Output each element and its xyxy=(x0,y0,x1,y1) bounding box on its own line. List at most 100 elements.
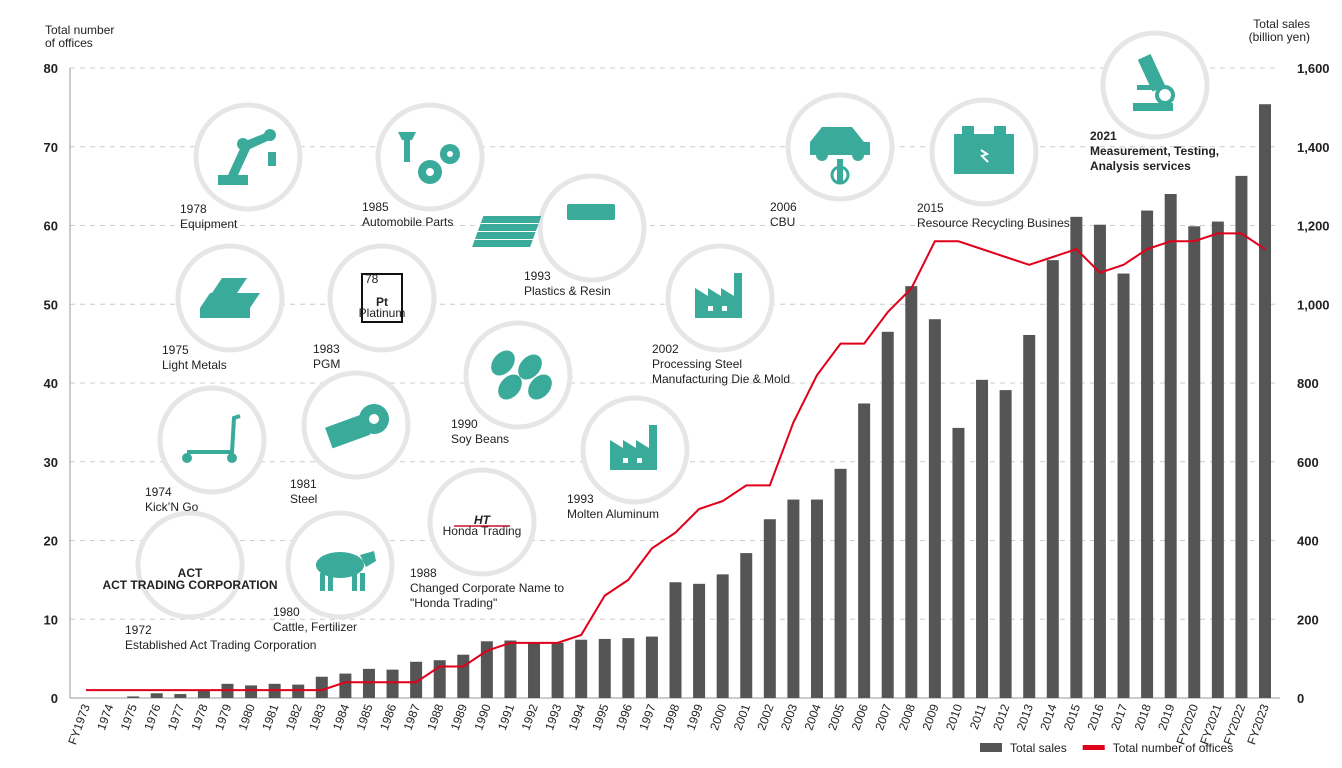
icon-shape xyxy=(475,232,536,239)
bar xyxy=(669,582,682,698)
icon-shape xyxy=(837,159,843,184)
bar xyxy=(457,654,470,698)
y-tick-label: 30 xyxy=(44,455,58,470)
annotation-circle xyxy=(537,173,647,283)
icon-text: ACT TRADING CORPORATION xyxy=(102,578,277,592)
y-tick-label: 10 xyxy=(44,612,58,627)
icon-shape xyxy=(491,350,515,376)
bar xyxy=(598,638,611,698)
icon-shape xyxy=(830,165,850,185)
legend-swatch xyxy=(980,743,1002,752)
x-tick-label: 2016 xyxy=(1084,702,1106,732)
annotation-year: 2021 xyxy=(1090,129,1117,143)
y2-tick-label: 1,200 xyxy=(1297,219,1330,234)
annotation-year: 1974 xyxy=(145,485,172,499)
y-tick-label: 80 xyxy=(44,61,58,76)
icon-shape xyxy=(182,453,192,463)
icon-shape xyxy=(852,149,864,161)
annotation-label: Measurement, Testing, xyxy=(1090,144,1219,158)
annotation-label: CBU xyxy=(770,215,795,229)
icon-shape xyxy=(404,140,410,162)
bar xyxy=(339,673,352,698)
x-tick-label: 1993 xyxy=(542,702,564,732)
x-tick-label: 1999 xyxy=(684,702,706,732)
annotation-label: Light Metals xyxy=(162,358,227,372)
x-tick-label: 1978 xyxy=(188,702,210,732)
bar xyxy=(1117,273,1130,698)
icon-shape xyxy=(328,573,333,591)
bar xyxy=(197,690,210,698)
icon-shape xyxy=(325,414,371,449)
bar xyxy=(528,642,541,698)
x-tick-label: 2011 xyxy=(967,702,989,731)
bar xyxy=(881,331,894,698)
annotation-label: Automobile Parts xyxy=(362,215,453,229)
icon-shape xyxy=(361,273,403,323)
bar xyxy=(1070,216,1083,698)
icon-shape xyxy=(352,573,357,591)
bar xyxy=(551,642,564,698)
x-tick-label: 1991 xyxy=(495,702,517,732)
bar xyxy=(740,553,753,698)
annotation-year: 1981 xyxy=(290,477,317,491)
y2-tick-label: 600 xyxy=(1297,455,1319,470)
x-tick-label: 1980 xyxy=(236,702,258,732)
bar xyxy=(645,636,658,698)
annotation-circle xyxy=(463,320,573,430)
bar xyxy=(315,676,328,698)
x-tick-label: 1990 xyxy=(471,702,493,732)
bar xyxy=(1141,210,1154,698)
icon-shape xyxy=(237,138,249,150)
icon-shape xyxy=(528,374,552,400)
bar xyxy=(999,390,1012,698)
annotation-year: 1993 xyxy=(567,492,594,506)
icon-shape xyxy=(708,306,713,311)
icon-shape xyxy=(498,374,522,400)
bar xyxy=(787,499,800,698)
icon-text: ACT xyxy=(178,566,203,580)
icon-shape xyxy=(994,126,1006,134)
annotation-year: 2015 xyxy=(917,201,944,215)
y-tick-label: 0 xyxy=(51,691,58,706)
bar xyxy=(952,427,965,698)
annotation-year: 1985 xyxy=(362,200,389,214)
annotation-label: Changed Corporate Name to xyxy=(410,581,564,595)
legend-swatch xyxy=(1082,745,1105,750)
legend-label: Total number of offices xyxy=(1113,741,1234,755)
x-tick-label: 1979 xyxy=(212,702,234,732)
y2-tick-label: 0 xyxy=(1297,691,1304,706)
bar xyxy=(693,583,706,698)
annotation-circle xyxy=(193,102,303,212)
icon-shape xyxy=(426,168,434,176)
annotation-circle xyxy=(427,467,537,577)
x-tick-label: 2019 xyxy=(1155,702,1177,732)
y2-axis-title: (billion yen) xyxy=(1249,30,1310,44)
bar xyxy=(480,641,493,698)
annotation-label: Processing Steel xyxy=(652,357,742,371)
annotation-year: 1988 xyxy=(410,566,437,580)
x-tick-label: 1992 xyxy=(519,702,541,732)
annotation-label: Steel xyxy=(290,492,317,506)
x-tick-label: 2002 xyxy=(754,702,776,732)
icon-shape xyxy=(980,149,990,163)
bar xyxy=(362,668,375,698)
icon-shape xyxy=(320,573,325,591)
x-tick-label: 1985 xyxy=(353,702,375,732)
annotation-year: 1990 xyxy=(451,417,478,431)
x-tick-label: 2010 xyxy=(943,702,965,732)
x-tick-label: 1976 xyxy=(141,702,163,732)
bar xyxy=(504,640,517,698)
x-tick-label: 1996 xyxy=(613,702,635,732)
x-tick-label: 1982 xyxy=(283,702,305,732)
icon-shape xyxy=(398,132,416,140)
bar xyxy=(858,403,871,698)
annotation-year: 1972 xyxy=(125,623,152,637)
y-axis-title: Total number xyxy=(45,23,114,37)
bar xyxy=(245,685,258,698)
bar xyxy=(575,639,588,698)
annotation-label: Resource Recycling Business xyxy=(917,216,1076,230)
icon-shape xyxy=(695,273,742,318)
x-tick-label: 2004 xyxy=(802,702,824,732)
x-tick-label: 1986 xyxy=(377,702,399,732)
